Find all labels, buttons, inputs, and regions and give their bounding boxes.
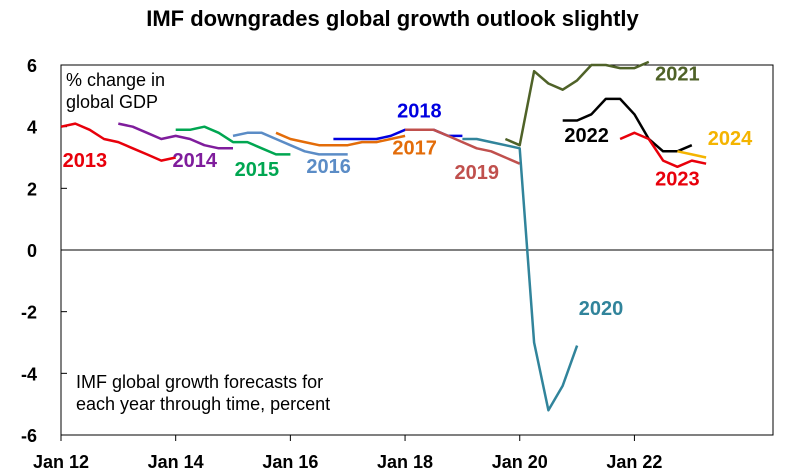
y-axis-label-line-2: global GDP bbox=[66, 92, 158, 112]
series-line-2024 bbox=[677, 150, 707, 159]
y-tick-label: -6 bbox=[21, 426, 37, 446]
x-tick-label: Jan 12 bbox=[33, 452, 89, 472]
series-line-2019 bbox=[405, 128, 521, 165]
series-label-2015: 2015 bbox=[235, 159, 280, 181]
series-label-2022: 2022 bbox=[564, 125, 609, 147]
series-group bbox=[60, 60, 707, 412]
x-tick-label: Jan 14 bbox=[148, 452, 204, 472]
series-line-2022 bbox=[562, 97, 693, 153]
y-axis: -6 -4 -2 0 2 4 6 bbox=[21, 56, 67, 446]
series-line-2017 bbox=[275, 131, 406, 147]
series-label-2018: 2018 bbox=[397, 100, 442, 122]
series-label-2021: 2021 bbox=[655, 63, 700, 85]
annotation-line-2: each year through time, percent bbox=[76, 394, 330, 414]
y-axis-label-line-1: % change in bbox=[66, 70, 165, 90]
series-line-2023 bbox=[619, 131, 707, 169]
series-line-2021 bbox=[504, 60, 650, 147]
series-label-2017: 2017 bbox=[392, 137, 437, 159]
series-label-2013: 2013 bbox=[63, 150, 108, 172]
y-tick-label: 4 bbox=[27, 118, 37, 138]
series-line-2020 bbox=[462, 137, 579, 412]
x-axis: Jan 12 Jan 14 Jan 16 Jan 18 Jan 20 Jan 22 bbox=[33, 435, 662, 472]
series-label-2016: 2016 bbox=[306, 156, 351, 178]
series-label-2024: 2024 bbox=[708, 128, 753, 150]
series-line-2015 bbox=[175, 125, 291, 156]
series-line-2016 bbox=[232, 131, 348, 156]
series-label-2023: 2023 bbox=[655, 168, 700, 190]
y-tick-label: 2 bbox=[27, 179, 37, 199]
series-label-2019: 2019 bbox=[454, 162, 499, 184]
annotation-line-1: IMF global growth forecasts for bbox=[76, 372, 323, 392]
y-tick-label: 6 bbox=[27, 56, 37, 76]
x-tick-label: Jan 16 bbox=[262, 452, 318, 472]
y-tick-label: -4 bbox=[21, 364, 37, 384]
x-tick-label: Jan 20 bbox=[492, 452, 548, 472]
x-tick-label: Jan 18 bbox=[377, 452, 433, 472]
chart-title: IMF downgrades global growth outlook sli… bbox=[146, 6, 639, 31]
y-tick-label: 0 bbox=[27, 241, 37, 261]
series-line-2013 bbox=[60, 122, 176, 162]
series-labels: 2013 2014 2015 2016 2017 2018 2019 2020 2021 2022… bbox=[63, 63, 753, 319]
x-tick-label: Jan 22 bbox=[606, 452, 662, 472]
y-tick-label: -2 bbox=[21, 303, 37, 323]
series-line-2014 bbox=[118, 122, 233, 150]
series-label-2020: 2020 bbox=[579, 298, 624, 320]
series-label-2014: 2014 bbox=[173, 150, 218, 172]
